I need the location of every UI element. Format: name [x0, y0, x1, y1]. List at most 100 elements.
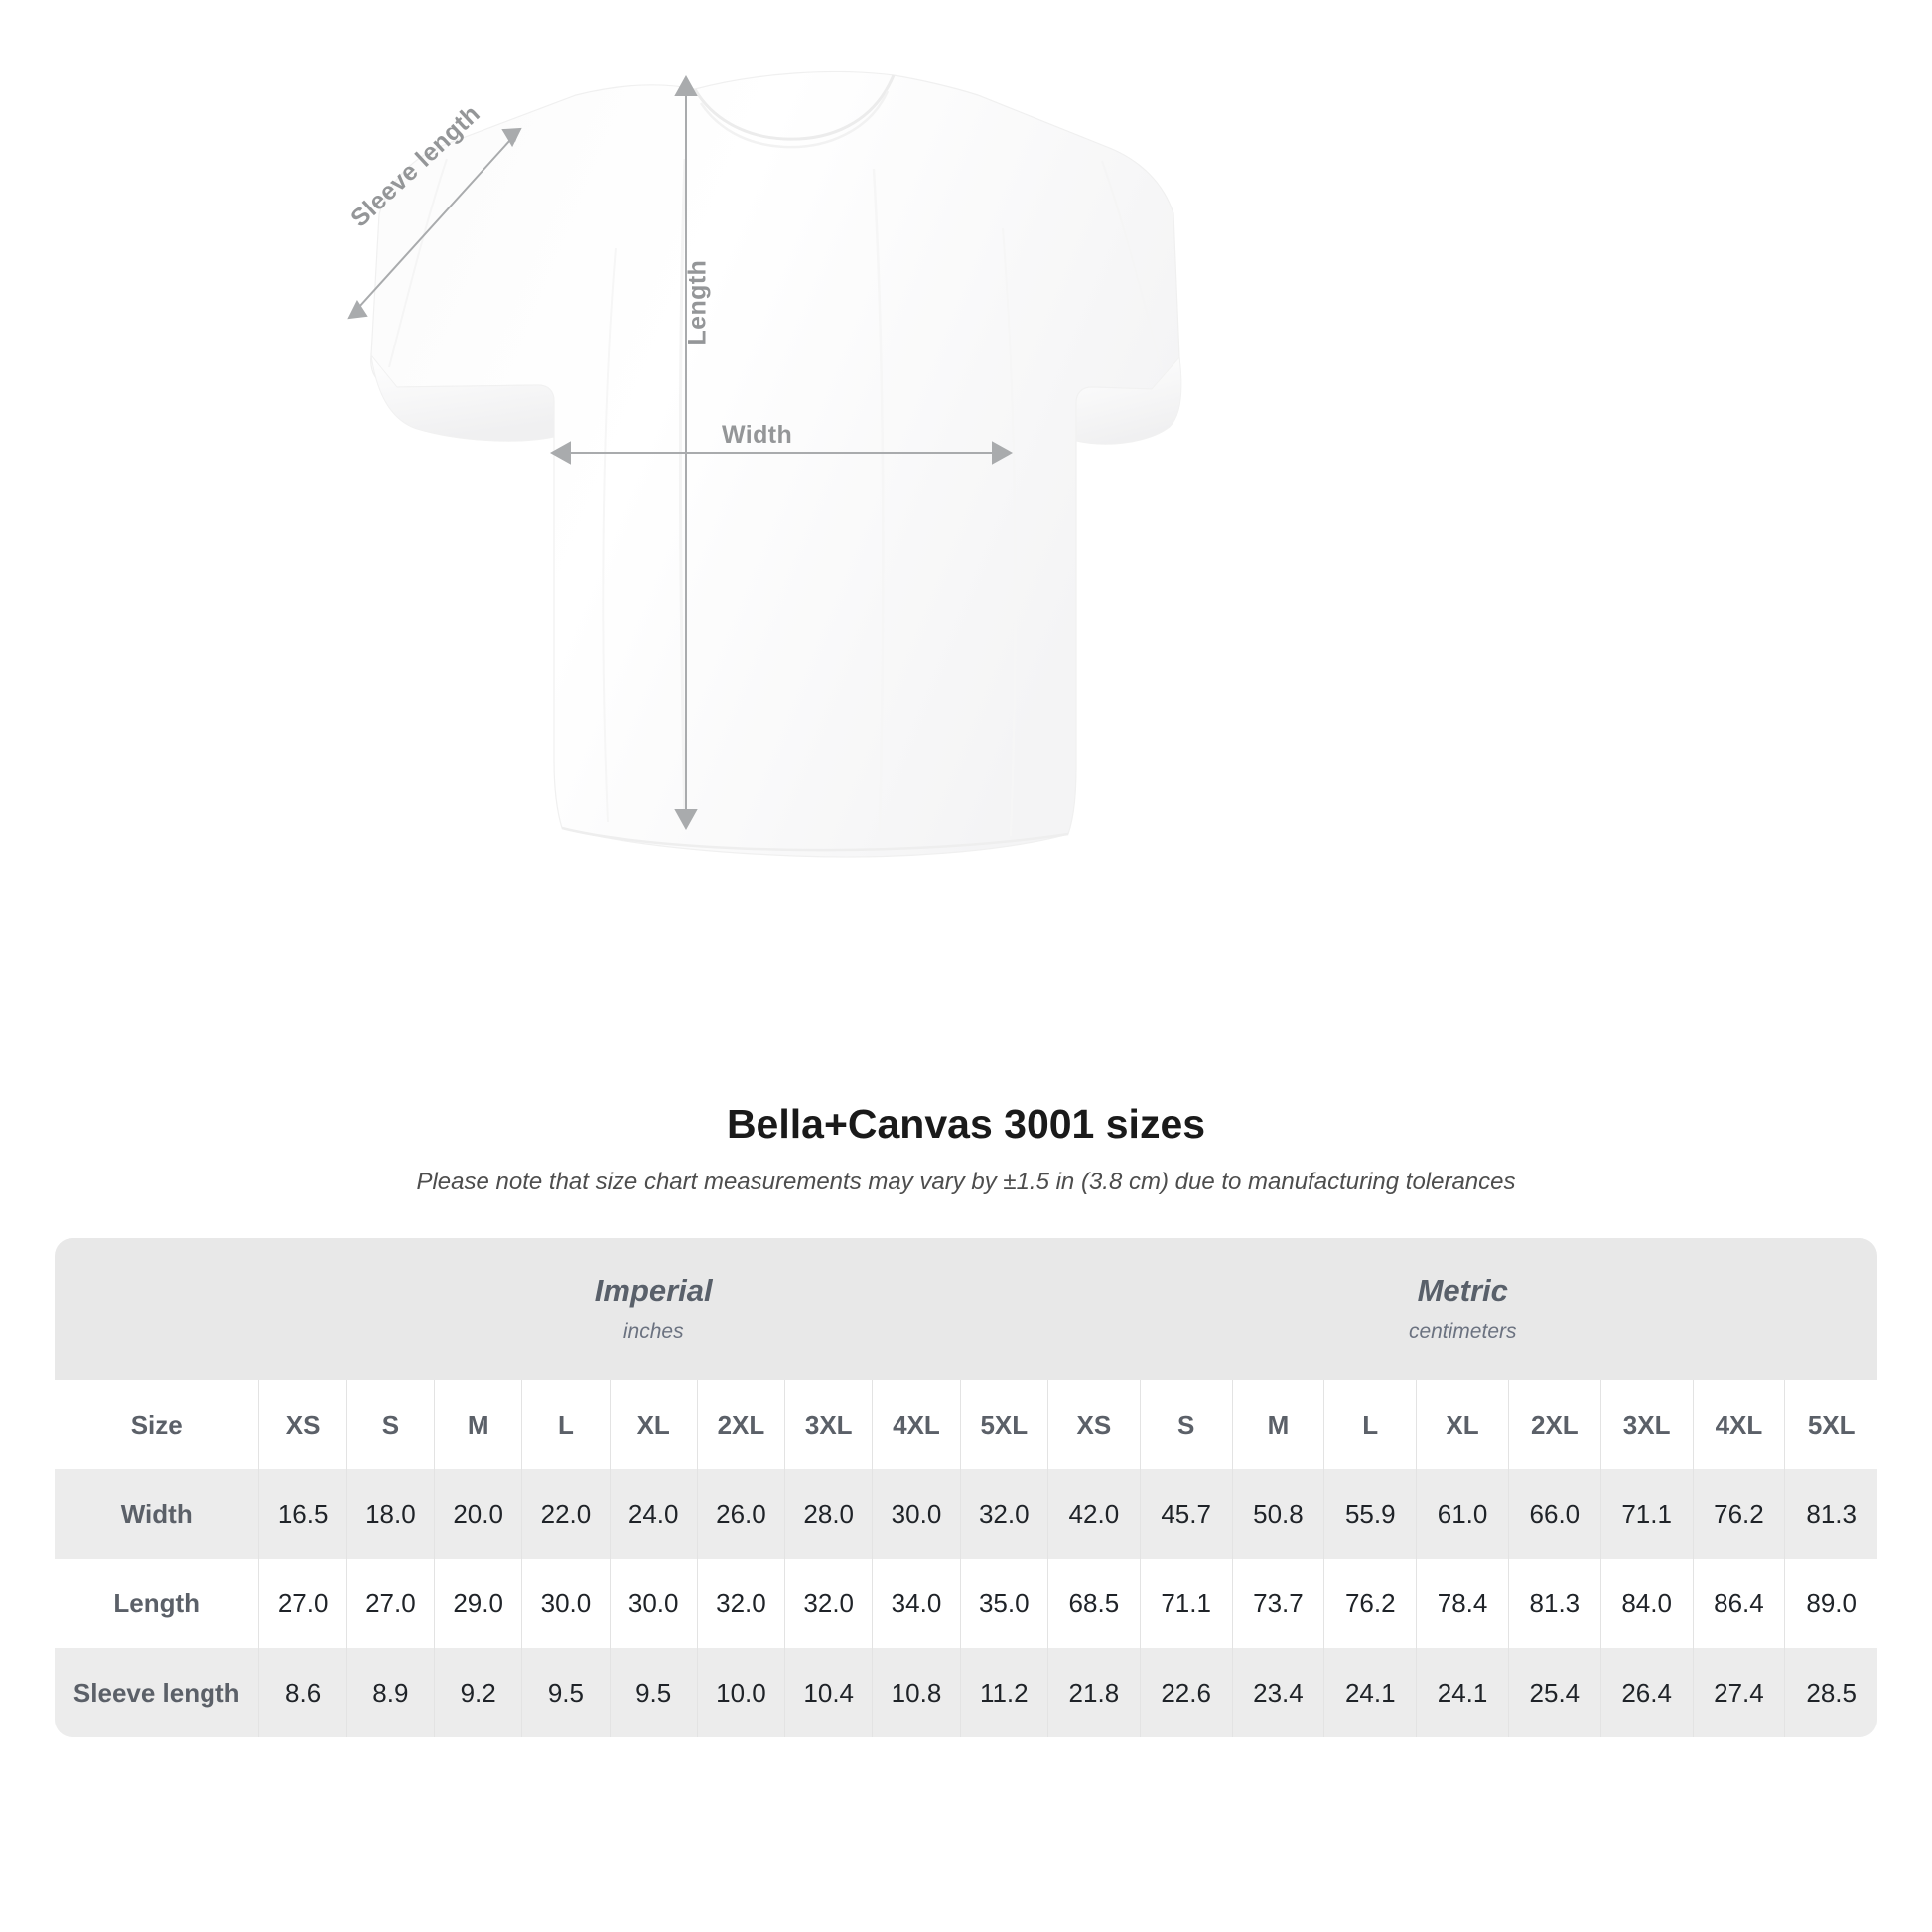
cell-sleeve-metric-xs: 21.8	[1047, 1648, 1141, 1738]
size-header-metric-s: S	[1140, 1380, 1233, 1470]
cell-sleeve-imperial-xs: 8.6	[258, 1648, 347, 1738]
cell-sleeve-imperial-m: 9.2	[434, 1648, 523, 1738]
cell-length-metric-m: 73.7	[1232, 1559, 1325, 1649]
shirt-body-shape	[370, 70, 1182, 858]
cell-sleeve-imperial-l: 9.5	[521, 1648, 611, 1738]
cell-width-metric-xl: 61.0	[1416, 1469, 1509, 1560]
table-row: Length 27.0 27.0 29.0 30.0 30.0 32.0 32.…	[55, 1559, 1877, 1649]
width-dimension-label: Width	[722, 421, 793, 449]
cell-width-imperial-xl: 24.0	[610, 1469, 698, 1560]
cell-length-metric-xs: 68.5	[1047, 1559, 1141, 1649]
chart-header: Bella+Canvas 3001 sizes Please note that…	[0, 1092, 1932, 1197]
size-label-cell: Size	[55, 1380, 260, 1470]
unit-header-imperial: Imperial inches	[258, 1238, 1048, 1381]
size-header-imperial-4xl: 4XL	[872, 1380, 961, 1470]
size-header-metric-3xl: 3XL	[1600, 1380, 1694, 1470]
dimension-lines	[347, 74, 1014, 831]
size-chart-table: Imperial inches Metric centimeters Size …	[55, 1238, 1877, 1738]
tshirt-measurement-diagram: Sleeve length Length Width	[345, 70, 1182, 858]
cell-sleeve-metric-s: 22.6	[1140, 1648, 1233, 1738]
cell-length-imperial-4xl: 34.0	[872, 1559, 961, 1649]
size-chart-table-wrap: Imperial inches Metric centimeters Size …	[55, 1238, 1877, 1738]
cell-width-metric-4xl: 76.2	[1693, 1469, 1786, 1560]
cell-width-metric-5xl: 81.3	[1784, 1469, 1877, 1560]
cell-sleeve-imperial-3xl: 10.4	[784, 1648, 874, 1738]
unit-header-metric: Metric centimeters	[1047, 1238, 1877, 1381]
size-header-imperial-xl: XL	[610, 1380, 698, 1470]
cell-sleeve-imperial-2xl: 10.0	[697, 1648, 786, 1738]
size-header-metric-xs: XS	[1047, 1380, 1141, 1470]
cell-length-imperial-5xl: 35.0	[960, 1559, 1048, 1649]
page-title: Bella+Canvas 3001 sizes	[726, 1101, 1206, 1147]
tshirt-illustration	[347, 70, 1182, 858]
cell-length-imperial-3xl: 32.0	[784, 1559, 874, 1649]
cell-width-imperial-m: 20.0	[434, 1469, 523, 1560]
cell-sleeve-imperial-xl: 9.5	[610, 1648, 698, 1738]
cell-sleeve-metric-l: 24.1	[1323, 1648, 1418, 1738]
cell-sleeve-imperial-s: 8.9	[346, 1648, 436, 1738]
size-header-imperial-xs: XS	[258, 1380, 347, 1470]
unit-header-spacer	[55, 1238, 259, 1381]
unit-header-row: Imperial inches Metric centimeters	[55, 1238, 1877, 1381]
cell-sleeve-metric-3xl: 26.4	[1600, 1648, 1694, 1738]
cell-length-metric-s: 71.1	[1140, 1559, 1233, 1649]
cell-length-imperial-s: 27.0	[346, 1559, 436, 1649]
cell-width-imperial-2xl: 26.0	[697, 1469, 786, 1560]
tolerance-note: Please note that size chart measurements…	[416, 1169, 1516, 1196]
cell-length-imperial-xl: 30.0	[610, 1559, 698, 1649]
cell-width-imperial-xs: 16.5	[258, 1469, 347, 1560]
cell-width-metric-m: 50.8	[1232, 1469, 1325, 1560]
size-header-imperial-l: L	[521, 1380, 611, 1470]
size-header-imperial-s: S	[346, 1380, 436, 1470]
unit-sub-imperial: inches	[622, 1320, 684, 1344]
sleeve-dimension-arrow	[347, 127, 522, 320]
unit-name-metric: Metric	[1417, 1273, 1508, 1309]
unit-sub-metric: centimeters	[1408, 1320, 1517, 1344]
table-row: Width 16.5 18.0 20.0 22.0 24.0 26.0 28.0…	[55, 1469, 1877, 1560]
size-header-metric-4xl: 4XL	[1693, 1380, 1786, 1470]
size-header-metric-xl: XL	[1416, 1380, 1509, 1470]
size-header-imperial-m: M	[434, 1380, 523, 1470]
cell-sleeve-imperial-5xl: 11.2	[960, 1648, 1048, 1738]
size-header-metric-l: L	[1323, 1380, 1418, 1470]
cell-length-metric-l: 76.2	[1323, 1559, 1418, 1649]
cell-length-imperial-xs: 27.0	[258, 1559, 347, 1649]
row-label-width: Width	[55, 1469, 260, 1560]
size-header-imperial-2xl: 2XL	[697, 1380, 786, 1470]
cell-length-imperial-2xl: 32.0	[697, 1559, 786, 1649]
size-header-imperial-3xl: 3XL	[784, 1380, 874, 1470]
cell-width-imperial-4xl: 30.0	[872, 1469, 961, 1560]
cell-sleeve-metric-4xl: 27.4	[1693, 1648, 1786, 1738]
cell-length-metric-3xl: 84.0	[1600, 1559, 1694, 1649]
row-label-sleeve-length: Sleeve length	[55, 1648, 260, 1738]
cell-width-imperial-s: 18.0	[346, 1469, 436, 1560]
cell-sleeve-imperial-4xl: 10.8	[872, 1648, 961, 1738]
cell-width-metric-xs: 42.0	[1047, 1469, 1141, 1560]
size-header-imperial-5xl: 5XL	[960, 1380, 1048, 1470]
cell-length-metric-2xl: 81.3	[1508, 1559, 1601, 1649]
unit-name-imperial: Imperial	[594, 1273, 713, 1309]
row-label-length: Length	[55, 1559, 260, 1649]
cell-width-metric-3xl: 71.1	[1600, 1469, 1694, 1560]
size-header-metric-m: M	[1232, 1380, 1325, 1470]
size-header-row: Size XS S M L XL 2XL 3XL 4XL 5XL XS S M …	[55, 1380, 1877, 1470]
table-row: Sleeve length 8.6 8.9 9.2 9.5 9.5 10.0 1…	[55, 1648, 1877, 1738]
cell-length-metric-xl: 78.4	[1416, 1559, 1509, 1649]
cell-width-imperial-l: 22.0	[521, 1469, 611, 1560]
cell-sleeve-metric-xl: 24.1	[1416, 1648, 1509, 1738]
cell-width-metric-2xl: 66.0	[1508, 1469, 1601, 1560]
size-header-metric-2xl: 2XL	[1508, 1380, 1601, 1470]
cell-sleeve-metric-2xl: 25.4	[1508, 1648, 1601, 1738]
cell-length-imperial-l: 30.0	[521, 1559, 611, 1649]
width-dimension-arrow	[549, 441, 1014, 465]
cell-sleeve-metric-m: 23.4	[1232, 1648, 1325, 1738]
cell-width-metric-s: 45.7	[1140, 1469, 1233, 1560]
cell-width-imperial-5xl: 32.0	[960, 1469, 1048, 1560]
cell-length-imperial-m: 29.0	[434, 1559, 523, 1649]
cell-width-metric-l: 55.9	[1323, 1469, 1418, 1560]
length-dimension-label: Length	[683, 259, 712, 345]
cell-sleeve-metric-5xl: 28.5	[1784, 1648, 1877, 1738]
cell-length-metric-5xl: 89.0	[1784, 1559, 1877, 1649]
cell-width-imperial-3xl: 28.0	[784, 1469, 874, 1560]
cell-length-metric-4xl: 86.4	[1693, 1559, 1786, 1649]
